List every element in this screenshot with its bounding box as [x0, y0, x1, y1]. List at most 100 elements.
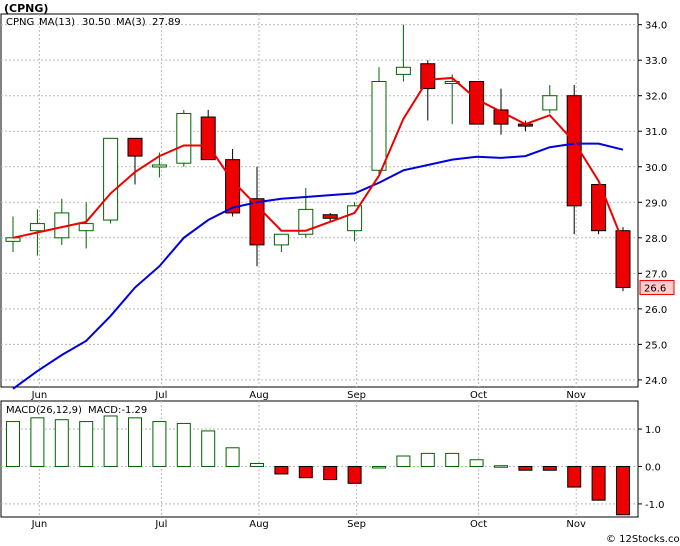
- candle: [566, 85, 582, 235]
- last-price-badge-bg: [639, 280, 675, 296]
- legend-symbol: CPNG: [6, 17, 34, 28]
- candle-body: [225, 159, 241, 214]
- macd-bar: [469, 459, 484, 467]
- macd-bar: [176, 422, 191, 467]
- macd-y-tick-label: 0.0: [645, 462, 661, 473]
- candle: [127, 137, 143, 185]
- candle-body: [347, 205, 363, 232]
- candle-body: [78, 223, 94, 232]
- legend-ma3-value: 27.89: [152, 17, 181, 28]
- price-legend: CPNG MA(13) 30.50 MA(3) 27.89: [6, 17, 181, 28]
- legend-ma13-value: 30.50: [82, 17, 111, 28]
- legend-macd-label: MACD(26,12,9): [6, 405, 82, 416]
- macd-bar: [274, 465, 289, 475]
- candle: [542, 85, 558, 114]
- candle: [444, 74, 460, 125]
- candle-body: [5, 237, 21, 242]
- macd-y-tick-labels: -1.0 0.0 1.0: [638, 425, 665, 511]
- chart-title: (CPNG): [4, 2, 48, 15]
- price-y-tick-label: 30.0: [645, 163, 667, 174]
- watermark: © 12Stocks.com: [606, 534, 680, 545]
- candle-body: [371, 80, 387, 171]
- macd-bar: [518, 465, 533, 471]
- candle: [469, 80, 485, 125]
- macd-histogram: [6, 415, 630, 516]
- macd-bar: [567, 465, 582, 488]
- candle: [420, 60, 436, 121]
- candle-body: [420, 63, 436, 90]
- macd-bar: [323, 465, 338, 481]
- price-frame: [0, 13, 639, 388]
- candle: [273, 233, 289, 253]
- candle: [225, 148, 241, 217]
- macd-bar: [54, 419, 69, 467]
- macd-x-tick-label: Aug: [249, 519, 269, 530]
- candle-body: [298, 208, 314, 235]
- macd-bar: [103, 415, 118, 467]
- macd-bar: [79, 421, 94, 467]
- candle-body: [322, 214, 338, 219]
- candle: [591, 184, 607, 235]
- macd-bar: [616, 465, 630, 516]
- candle: [322, 212, 338, 222]
- candle-body: [444, 80, 460, 84]
- macd-bar: [591, 465, 606, 501]
- macd-bar: [128, 417, 142, 467]
- ma3-line: [12, 76, 624, 243]
- macd-bar: [298, 465, 313, 479]
- macd-bar: [420, 452, 435, 467]
- last-price-badge: 26.6: [639, 280, 675, 296]
- candle: [103, 137, 119, 224]
- macd-x-tick-labels: Jun Jul Aug Sep Oct Nov: [31, 519, 586, 530]
- candle: [176, 109, 192, 167]
- ma13-line: [12, 142, 624, 390]
- candle: [371, 67, 387, 174]
- candle-body: [566, 95, 582, 207]
- candle-body: [151, 164, 167, 168]
- last-price-label: 26.6: [644, 284, 666, 295]
- legend-macd-value: MACD:-1.29: [88, 405, 147, 416]
- price-x-tick-label: Jul: [154, 390, 167, 401]
- candle: [347, 202, 363, 242]
- price-y-tick-label: 29.0: [645, 198, 667, 209]
- price-y-tick-label: 26.0: [645, 305, 667, 316]
- macd-bar: [494, 465, 508, 468]
- price-x-tick-labels: Jun Jul Aug Sep Oct Nov: [31, 390, 586, 401]
- price-y-tick-label: 31.0: [645, 127, 667, 138]
- candlestick-series: [5, 24, 631, 292]
- macd-panel: -1.0 0.0 1.0 Jun Jul Aug Sep Oct Nov MACD(26,12…: [0, 400, 665, 530]
- macd-bar: [152, 421, 167, 467]
- price-x-tick-label: Oct: [470, 390, 487, 401]
- macd-x-tick-label: Sep: [347, 519, 366, 530]
- candle-body: [29, 223, 45, 232]
- price-y-tick-label: 34.0: [645, 21, 667, 32]
- macd-x-tick-label: Jun: [31, 519, 48, 530]
- price-y-tick-label: 32.0: [645, 92, 667, 103]
- candle-body: [615, 230, 631, 289]
- legend-ma3-label: MA(3): [116, 17, 146, 28]
- price-x-tick-label: Jun: [31, 390, 48, 401]
- price-x-tick-label: Nov: [566, 390, 586, 401]
- price-panel: 24.0 25.0 26.0 27.0 28.0 29.0 30.0 31.0 32.0 33.0…: [0, 2, 675, 401]
- macd-bar: [542, 465, 557, 471]
- macd-legend: MACD(26,12,9) MACD:-1.29: [6, 405, 147, 416]
- macd-bar: [372, 465, 386, 469]
- legend-ma13-label: MA(13): [39, 17, 75, 28]
- candle-body: [395, 66, 411, 75]
- macd-y-tick-label: 1.0: [645, 425, 661, 436]
- macd-bar: [250, 462, 264, 467]
- price-y-tick-label: 28.0: [645, 234, 667, 245]
- macd-bar: [6, 421, 20, 467]
- candle-body: [103, 137, 119, 221]
- price-y-tick-labels: 24.0 25.0 26.0 27.0 28.0 29.0 30.0 31.0 32.0 33.0…: [638, 21, 667, 387]
- macd-x-tick-label: Oct: [470, 519, 487, 530]
- candle-body: [127, 137, 143, 157]
- candle-body: [591, 184, 607, 232]
- candle: [395, 24, 411, 82]
- candle: [78, 202, 94, 249]
- price-x-tick-label: Sep: [347, 390, 366, 401]
- price-y-tick-label: 33.0: [645, 56, 667, 67]
- candle: [298, 188, 314, 238]
- price-x-tick-label: Aug: [249, 390, 269, 401]
- macd-bar: [201, 430, 216, 467]
